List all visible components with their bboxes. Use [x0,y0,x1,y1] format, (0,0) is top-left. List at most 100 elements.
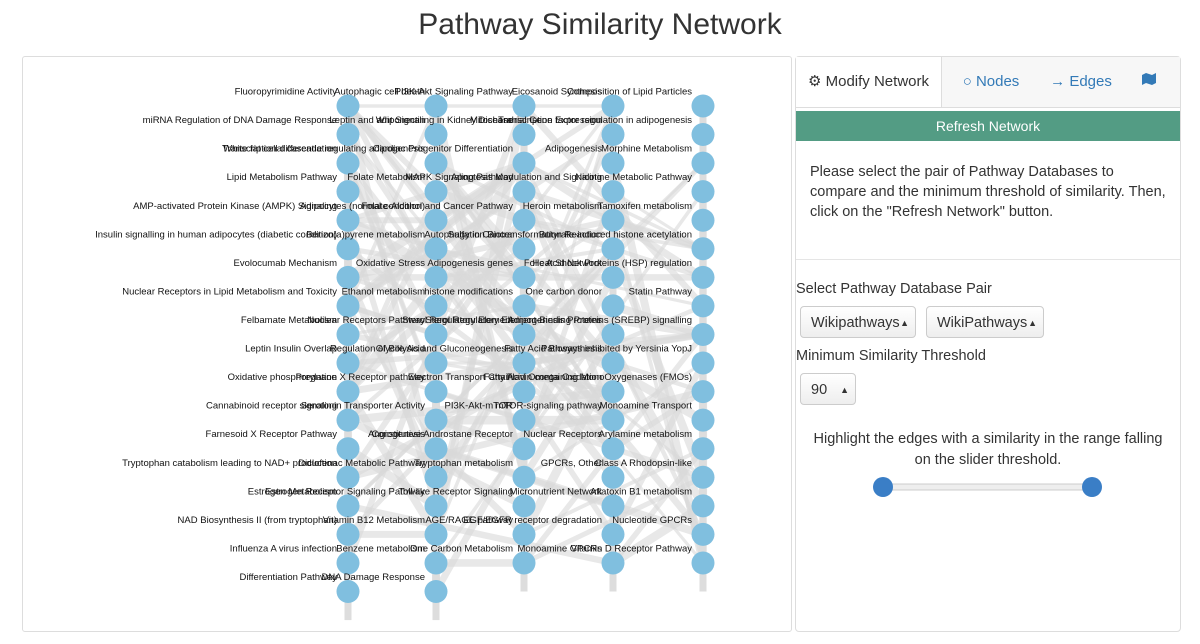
edge [610,361,706,536]
node [424,580,448,604]
edge [521,190,616,450]
node-label: Morphine Metabolism [601,144,692,155]
node [512,94,536,118]
node [512,494,536,518]
tab[interactable]: → Edges [1041,57,1121,107]
node-label: Autophagy in Cancer [424,229,513,240]
label: Minimum Similarity Threshold [796,348,986,364]
node-label: Arylamine metabolism [599,429,693,440]
tab[interactable] [1126,57,1171,107]
edge [609,247,707,479]
node-label: Oxidative Stress [356,258,425,269]
node-label: Vitamin B12 Metabolism [323,515,425,526]
tab-label: Modify Network [825,73,929,90]
select-value: 90 [811,382,828,398]
node [336,208,360,232]
node-label: histone modifications [424,286,513,297]
node-label: Adipogenesis [545,144,602,155]
edge [344,389,440,537]
node-label: Tryptophan catabolism leading to NAD+ pr… [122,458,337,469]
node [424,94,448,118]
node [691,465,715,489]
node-label: Serotonin Transporter Activity [301,401,425,412]
node-label: Class A Rhodopsin-like [595,458,692,469]
tab[interactable]: ⚙ Modify Network [796,57,942,107]
node-label: MAPK Signaling Pathway [405,172,513,183]
node [601,465,625,489]
node [424,522,448,546]
node-label: Lipid Metabolism Pathway [227,172,338,183]
node-label: Toll-like Receptor Signaling [398,486,513,497]
edge [432,133,528,479]
edge [433,446,527,537]
node [424,408,448,432]
node [691,208,715,232]
node [691,322,715,346]
node-label: Apoptosis Modulation and Signaling [451,172,602,183]
node-label: PI3K-Akt Signaling Pathway [395,87,514,98]
node [336,522,360,546]
tab-bar: ⚙ Modify Network ○ Nodes → Edges [796,57,1180,108]
node [336,123,360,147]
select[interactable]: 90 ▲ [800,373,856,405]
node-label: Transcriptional cascade regulating adipo… [222,144,425,155]
node-label: Differentiation Pathway [239,572,337,583]
node-label: Nuclear Receptors Pathway [307,315,425,326]
node-label: Sulfation Biotransformation Reaction [448,229,602,240]
node [336,494,360,518]
node-label: Fatty Acid Omega Oxidation [484,372,602,383]
node-label: Monoamine Transport [600,401,693,412]
node-label: Regulation of Bile Acid [330,344,425,355]
select[interactable]: WikiPathways ▲ [926,306,1044,338]
node [691,151,715,175]
node-label: Butyrate-induced histone acetylation [539,229,692,240]
node-label: Felbamate Metabolism [241,315,337,326]
node [424,151,448,175]
node-label: PI3K-Akt-mTOR [445,401,514,412]
node-label: Ethanol metabolism [342,286,426,297]
select[interactable]: Wikipathways ▲ [800,306,916,338]
node-label: Oxidative phosphorylation [228,372,337,383]
slider-handle[interactable] [873,477,893,497]
node-label: EGF/EGFR receptor degradation [463,515,602,526]
edge [345,218,439,393]
node-label: Tamoxifen metabolism [597,201,692,212]
node [336,465,360,489]
node-label: miRNA Regulation of DNA Damage Response [143,115,337,126]
node [424,494,448,518]
slider-handle[interactable] [1082,477,1102,497]
node-label: Aflatoxin B1 metabolism [590,486,692,497]
node-label: Monoamine GPCRs [518,543,603,554]
node-label: Glycolysis and Gluconeogenesis [376,344,514,355]
slider[interactable] [866,472,1106,502]
node [512,522,536,546]
node [336,380,360,404]
node [691,494,715,518]
node [512,294,536,318]
circle-icon: ○ [962,73,972,90]
node [601,351,625,375]
node-label: NAD Biosynthesis II (from tryptophan) [178,515,337,526]
tab-label: Nodes [975,73,1020,90]
node-label: Insulin signalling in human adipocytes (… [95,229,337,240]
node [691,522,715,546]
edge [610,447,706,565]
node [424,322,448,346]
node [601,294,625,318]
edge [611,302,705,339]
node [601,265,625,289]
node-label: Pathways inhibited by Yersinia YopJ [541,344,692,355]
node-label: Cannabinoid receptor signaling [206,401,337,412]
node [691,380,715,404]
node [424,551,448,575]
node-label: Heat Shock Proteins (HSP) regulation [533,258,692,269]
node-label: Estrogen Receptor Signaling Pathway [265,486,425,497]
tab[interactable]: ○ Nodes [946,57,1036,107]
refresh-button[interactable]: Refresh Network [796,111,1180,141]
node [601,437,625,461]
node [601,94,625,118]
node-label: Nuclear Receptors in Lipid Metabolism an… [122,286,337,297]
node [691,123,715,147]
edge [347,502,614,567]
node-label: Sterol Regulatory Element-Binding Protei… [425,315,692,326]
